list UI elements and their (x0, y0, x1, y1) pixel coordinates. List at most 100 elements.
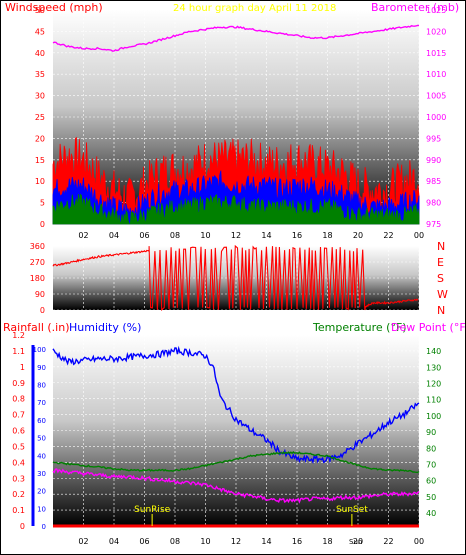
direction-tick-label: 360 (30, 242, 45, 251)
x-tick-label: 20 (353, 231, 363, 240)
wind-tick-label: 45 (35, 27, 45, 36)
direction-tick-label: 0 (40, 306, 45, 315)
barometer-tick-label: 1025 (426, 6, 446, 15)
wind-direction-series (52, 244, 419, 311)
x-tick-label: 10 (200, 231, 210, 240)
x-tick-label: 04 (109, 231, 119, 240)
wind-tick-label: 20 (35, 134, 45, 143)
rainfall-tick-label: 0.3 (12, 474, 25, 483)
humidity-tick-label: 20 (37, 488, 46, 496)
wind-plot (52, 24, 420, 225)
temperature-tick-label: 60 (426, 477, 436, 486)
rainfall-tick-label: 1 (20, 363, 25, 372)
compass-label: W (437, 288, 448, 301)
rainfall-tick-label: 0.7 (12, 411, 25, 420)
wind-low-series (52, 193, 420, 225)
x-tick-label: 08 (170, 537, 180, 546)
rainfall-tick-label: 0.6 (12, 427, 25, 436)
barometer-tick-label: 985 (426, 177, 441, 186)
temperature-tick-label: 120 (426, 380, 441, 389)
x-tick-label: 16 (292, 231, 302, 240)
rainfall-tick-label: 0.4 (12, 458, 25, 467)
temp-plot: SunRise SunSet (52, 345, 420, 528)
barometer-tick-label: 1010 (426, 70, 446, 79)
rainfall-tick-label: 0 (20, 522, 25, 531)
direction-plot (52, 244, 419, 311)
rainfall-tick-label: 1.2 (12, 331, 25, 340)
wind-tick-label: 15 (35, 156, 45, 165)
barometer-tick-label: 990 (426, 156, 441, 165)
x-tick-label: 10 (200, 537, 210, 546)
rainfall-axis-title: Rainfall (.in) (3, 321, 70, 334)
barometer-tick-label: 975 (426, 220, 441, 229)
direction-tick-label: 180 (30, 274, 45, 283)
rainfall-tick-label: 0.9 (12, 379, 25, 388)
rainfall-tick-label: 1.1 (12, 347, 25, 356)
barometer-axis-title: Barometer (mb) (371, 1, 459, 14)
compass-label: N (437, 304, 445, 317)
wind-tick-label: 0 (40, 220, 45, 229)
chart-title: 24 hour graph day April 11 2018 (173, 3, 336, 14)
compass-label: E (437, 256, 444, 269)
x-tick-label: 06 (139, 231, 149, 240)
direction-tick-label: 90 (35, 290, 45, 299)
temperature-tick-label: 80 (426, 444, 436, 453)
x-tick-label: 20 (353, 537, 363, 546)
x-tick-label: 22 (383, 231, 393, 240)
humidity-tick-label: 40 (37, 452, 46, 460)
temperature-tick-label: 130 (426, 363, 441, 372)
temperature-tick-label: 110 (426, 396, 441, 405)
barometer-tick-label: 1015 (426, 49, 446, 58)
temperature-tick-label: 50 (426, 493, 436, 502)
x-tick-label: 02 (78, 537, 88, 546)
x-tick-label: 14 (261, 537, 271, 546)
x-tick-label: 06 (139, 537, 149, 546)
humidity-series (52, 345, 420, 465)
x-tick-label: 02 (78, 231, 88, 240)
humidity-tick-label: 50 (37, 435, 46, 443)
wind-tick-label: 50 (35, 6, 45, 15)
sun-annotation: SunSet (336, 505, 368, 515)
humidity-tick-label: 30 (37, 470, 46, 478)
wind-axis-title: Windspeed (mph) (5, 1, 103, 14)
dewpoint-series (52, 468, 420, 504)
x-tick-label: 22 (383, 537, 393, 546)
sun-tick-overlay: Sun (349, 538, 362, 546)
compass-label: S (437, 272, 444, 285)
barometer-series (52, 24, 420, 52)
x-tick-label: 14 (261, 231, 271, 240)
barometer-tick-label: 980 (426, 199, 441, 208)
temperature-tick-label: 140 (426, 347, 441, 356)
temperature-series (52, 451, 420, 474)
temperature-axis-title: Temperature (°F) (312, 321, 407, 334)
temperature-tick-label: 90 (426, 428, 436, 437)
rainfall-tick-label: 0.8 (12, 395, 25, 404)
x-tick-label: 16 (292, 537, 302, 546)
x-tick-label: 00 (414, 231, 424, 240)
x-tick-label: 04 (109, 537, 119, 546)
x-tick-label: 12 (231, 537, 241, 546)
wind-tick-label: 40 (35, 49, 45, 58)
humidity-tick-label: 10 (37, 505, 46, 513)
rainfall-tick-label: 0.1 (12, 506, 25, 515)
humidity-tick-label: 0 (42, 523, 46, 531)
barometer-tick-label: 1000 (426, 113, 446, 122)
x-tick-label: 08 (170, 231, 180, 240)
wind-tick-label: 10 (35, 177, 45, 186)
wind-tick-label: 25 (35, 113, 45, 122)
sun-annotation: SunRise (134, 505, 171, 515)
x-tick-label: 18 (322, 537, 332, 546)
wind-tick-label: 5 (40, 199, 45, 208)
humidity-tick-label: 100 (33, 346, 46, 354)
direction-tick-label: 270 (30, 258, 45, 267)
rainfall-tick-label: 0.2 (12, 490, 25, 499)
barometer-tick-label: 1020 (426, 27, 446, 36)
humidity-tick-label: 70 (37, 399, 46, 407)
humidity-axis-title: Humidity (%) (69, 321, 141, 334)
wind-tick-label: 30 (35, 92, 45, 101)
dewpoint-axis-title: Dew Point (°F) (391, 321, 465, 334)
humidity-tick-label: 80 (37, 382, 46, 390)
temperature-tick-label: 40 (426, 509, 436, 518)
rainfall-tick-label: 0.5 (12, 442, 25, 451)
